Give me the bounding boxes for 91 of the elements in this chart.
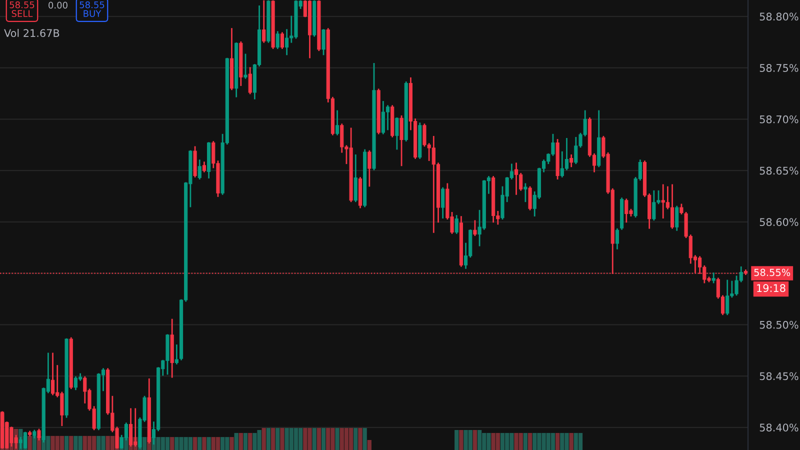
bar <box>523 432 528 450</box>
bar <box>238 432 243 450</box>
candlestick <box>712 272 716 284</box>
bar <box>358 427 362 450</box>
y-tick-label: 58.40% <box>760 424 798 432</box>
bar <box>188 437 193 450</box>
bar <box>248 432 252 450</box>
bar <box>344 427 349 450</box>
bar <box>64 436 69 450</box>
annotation: 0.00 <box>48 2 68 9</box>
bar <box>243 432 248 450</box>
bar <box>569 432 574 450</box>
bar <box>234 432 238 450</box>
bar <box>220 437 225 450</box>
bar <box>362 427 367 450</box>
candlestick <box>680 204 684 214</box>
ref-line-label: 58.55% <box>754 268 790 276</box>
candlestick <box>276 31 280 49</box>
candlestick <box>386 105 390 130</box>
candlestick <box>454 215 458 234</box>
bar <box>266 427 271 450</box>
bar <box>202 437 206 450</box>
bar <box>276 427 280 450</box>
bar <box>28 436 32 450</box>
bar <box>354 427 358 450</box>
bar <box>500 432 505 450</box>
bar <box>528 432 532 450</box>
bar <box>170 437 174 450</box>
bar <box>550 432 556 450</box>
y-tick-label: 58.70% <box>760 115 798 124</box>
y-tick-label: 58.60% <box>760 218 798 226</box>
candlestick <box>675 206 679 231</box>
candlestick <box>248 67 252 94</box>
bar <box>198 437 202 450</box>
bar <box>294 427 298 450</box>
candlestick <box>202 162 206 172</box>
bar <box>578 432 583 450</box>
candlestick <box>280 32 284 49</box>
candlestick <box>354 154 358 202</box>
candlestick <box>174 344 178 364</box>
bar <box>312 427 316 450</box>
candlestick <box>322 29 326 56</box>
y-tick-label: 58.50% <box>760 320 798 329</box>
annotation: 58.55 BUY <box>80 1 104 17</box>
text: 19:18 <box>757 284 786 292</box>
bar <box>165 437 170 450</box>
candlestick <box>514 162 518 195</box>
bar <box>280 427 284 450</box>
candlestick <box>244 54 248 79</box>
bar <box>316 427 321 450</box>
bar <box>262 427 266 450</box>
bar <box>555 432 560 450</box>
annotation: Vol 21.67B <box>4 28 60 38</box>
bar <box>477 430 482 450</box>
y-tick-label: 58.75% <box>760 64 798 72</box>
candlestick <box>400 115 404 166</box>
bar <box>230 437 234 450</box>
candlestick <box>441 187 445 219</box>
candlestick <box>615 228 620 250</box>
bar <box>335 427 340 450</box>
bar <box>142 437 147 450</box>
y-tick-label: 58.80% <box>760 12 798 21</box>
candlestick <box>262 0 266 43</box>
candlestick <box>74 376 78 390</box>
y-tick-label: 58.45% <box>760 372 798 380</box>
candlestick <box>368 150 372 187</box>
bar <box>472 430 478 450</box>
bar <box>454 430 459 450</box>
candlestick <box>285 29 289 56</box>
candlestick <box>473 220 477 236</box>
bar <box>270 427 276 450</box>
bar <box>192 437 198 450</box>
candlestick <box>50 352 55 396</box>
bar <box>60 436 64 450</box>
candlestick <box>198 160 202 180</box>
bar <box>367 440 372 450</box>
bar <box>69 436 74 450</box>
bar <box>321 427 326 450</box>
y-tick-label: 58.65% <box>760 166 798 175</box>
bar <box>348 427 354 450</box>
candlestick <box>670 184 674 229</box>
annotation: 58.55 SELL <box>10 1 34 17</box>
candlestick <box>335 110 340 136</box>
bar <box>206 437 211 450</box>
candlestick <box>524 183 528 202</box>
candlestick <box>570 154 574 168</box>
bar <box>459 430 464 450</box>
candlestick <box>528 186 532 210</box>
bar <box>87 436 92 450</box>
bar <box>216 437 220 450</box>
candlestick <box>395 117 399 150</box>
